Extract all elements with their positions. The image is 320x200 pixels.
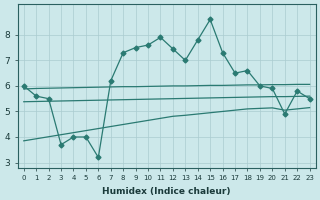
- X-axis label: Humidex (Indice chaleur): Humidex (Indice chaleur): [102, 187, 231, 196]
